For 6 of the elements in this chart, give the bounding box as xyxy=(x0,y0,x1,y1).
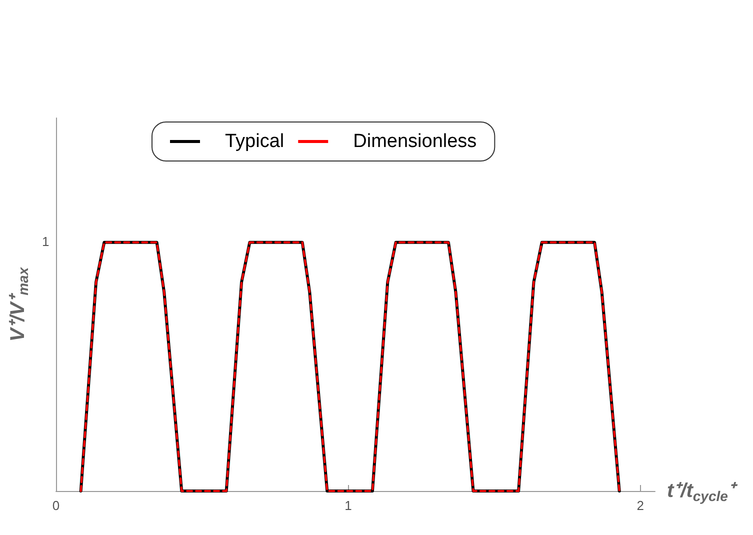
text: 1 xyxy=(42,234,50,250)
x-tick-label: 0 xyxy=(52,498,60,513)
x-tick-label: 1 xyxy=(344,498,352,513)
legend-label: Typical xyxy=(225,131,284,152)
legend-label: Dimensionless xyxy=(353,131,477,152)
x-tick-label: 2 xyxy=(636,498,644,513)
